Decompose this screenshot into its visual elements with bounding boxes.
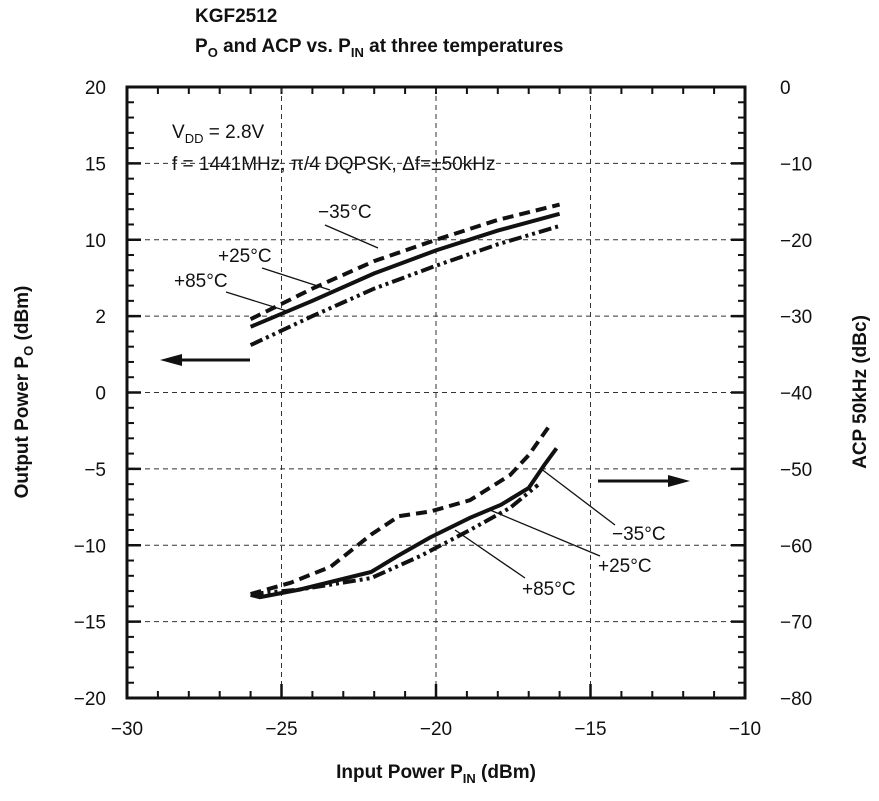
leader-line bbox=[539, 467, 616, 526]
arrow-head bbox=[668, 475, 690, 487]
cond-sub: DD bbox=[185, 131, 204, 146]
x-axis-label: Input Power PIN (dBm) bbox=[336, 762, 536, 786]
ylabel-part: (dBm) bbox=[12, 286, 33, 346]
series-label: −35°C bbox=[612, 524, 666, 545]
ylabel-sub: O bbox=[21, 346, 36, 356]
plot-frame bbox=[125, 85, 747, 700]
y2-tick-label: −70 bbox=[780, 613, 812, 634]
chart-subtitle: PO and ACP vs. PIN at three temperatures bbox=[195, 36, 563, 60]
subtitle-sub: O bbox=[208, 45, 218, 60]
y-tick-label: 0 bbox=[95, 384, 106, 405]
subtitle-part: at three temperatures bbox=[364, 36, 564, 57]
subtitle-part: and ACP vs. P bbox=[218, 36, 351, 57]
axis-arrows bbox=[160, 354, 690, 487]
series-line bbox=[249, 211, 561, 329]
y-tick-label: −20 bbox=[74, 689, 106, 710]
arrow-head bbox=[160, 354, 182, 366]
series-line bbox=[249, 224, 561, 347]
series-line bbox=[249, 202, 561, 321]
leader-line bbox=[324, 224, 379, 249]
cond-part: = 2.8V bbox=[203, 122, 264, 143]
series-label: +25°C bbox=[598, 556, 652, 577]
xlabel-sub: IN bbox=[463, 771, 476, 786]
y2-tick-label: −40 bbox=[780, 384, 812, 405]
y-tick-label: −15 bbox=[74, 613, 106, 634]
chart-title: KGF2512 bbox=[195, 6, 277, 27]
x-tick-label: −25 bbox=[265, 719, 297, 740]
series-label: +85°C bbox=[522, 579, 576, 600]
y2-tick-label: −20 bbox=[780, 231, 812, 252]
x-tick-label: −30 bbox=[111, 719, 143, 740]
series-line bbox=[250, 447, 559, 600]
y-tick-label: 20 bbox=[85, 78, 106, 99]
ylabel-part: Output Power P bbox=[12, 356, 33, 499]
x-tick-label: −15 bbox=[574, 719, 606, 740]
y-axis-label: Output Power PO (dBm) bbox=[12, 286, 36, 499]
y-tick-label: 10 bbox=[85, 231, 106, 252]
series-label: +25°C bbox=[218, 246, 272, 267]
condition-text: VDD = 2.8V bbox=[172, 122, 265, 146]
y2-tick-label: −10 bbox=[780, 154, 812, 175]
series-line bbox=[250, 483, 540, 597]
y-tick-label: −5 bbox=[84, 460, 106, 481]
series-label: +85°C bbox=[174, 271, 228, 292]
cond-part: V bbox=[172, 122, 185, 143]
y2-tick-label: 0 bbox=[780, 78, 791, 99]
y2-tick-label: −50 bbox=[780, 460, 812, 481]
xlabel-part: (dBm) bbox=[476, 762, 536, 783]
subtitle-part: P bbox=[195, 36, 208, 57]
leader-lines bbox=[225, 224, 616, 579]
leader-line bbox=[225, 291, 291, 313]
leader-line bbox=[454, 529, 526, 579]
y2-tick-label: −30 bbox=[780, 307, 812, 328]
x-tick-label: −20 bbox=[420, 719, 452, 740]
xlabel-part: Input Power P bbox=[336, 762, 463, 783]
y-tick-label: 15 bbox=[85, 154, 106, 175]
series-label: −35°C bbox=[318, 202, 372, 223]
y2-tick-label: −80 bbox=[780, 689, 812, 710]
y2-tick-label: −60 bbox=[780, 536, 812, 557]
y-tick-label: 2 bbox=[95, 307, 106, 328]
x-tick-label: −10 bbox=[729, 719, 761, 740]
condition-text: f = 1441MHz, π/4 DQPSK, Δf=±50kHz bbox=[172, 154, 495, 175]
y-tick-label: −10 bbox=[74, 536, 106, 557]
leader-line bbox=[489, 509, 601, 557]
y2-axis-label: ACP 50kHz (dBc) bbox=[850, 315, 871, 469]
subtitle-sub: IN bbox=[351, 45, 364, 60]
